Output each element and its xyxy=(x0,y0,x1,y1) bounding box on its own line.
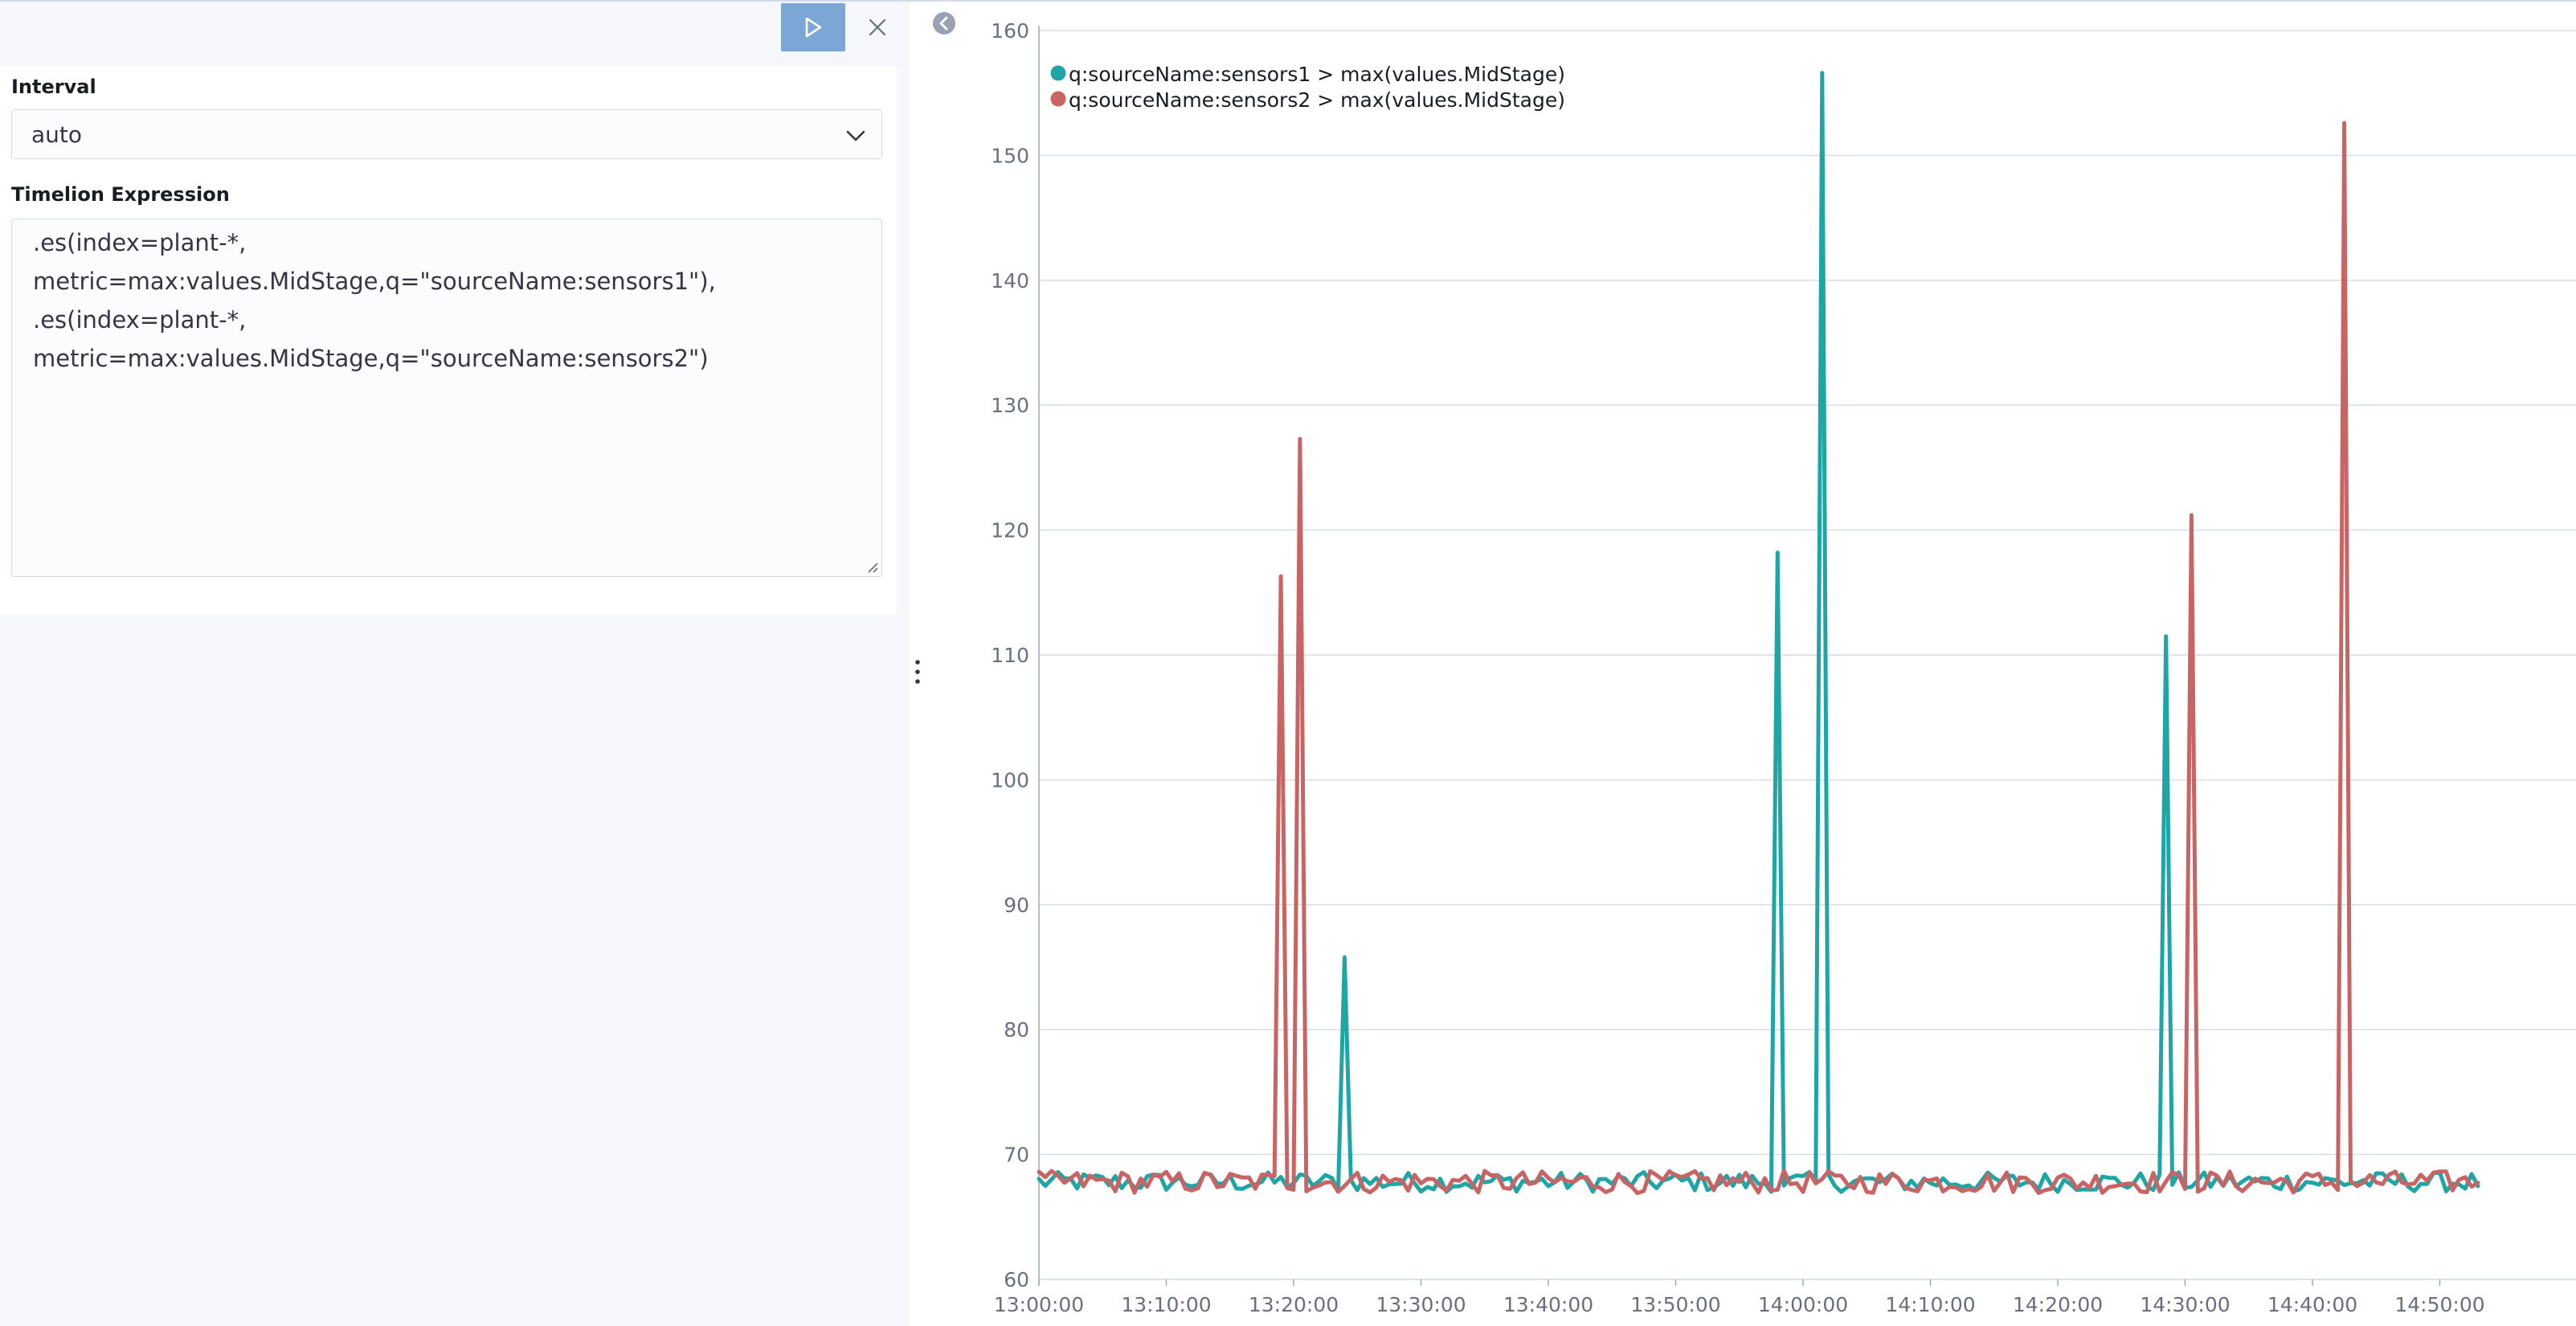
drag-handle-icon[interactable] xyxy=(913,657,922,686)
y-tick-label: 150 xyxy=(991,144,1029,167)
x-tick-label: 14:10:00 xyxy=(1885,1293,1975,1316)
arrow-left-circle-icon[interactable] xyxy=(932,11,956,35)
y-tick-label: 130 xyxy=(991,394,1029,417)
interval-value: auto xyxy=(31,121,83,148)
expression-line: .es(index=plant-*, xyxy=(33,229,247,256)
interval-label: Interval xyxy=(11,76,96,98)
expression-line: metric=max:values.MidStage,q="sourceName… xyxy=(33,345,709,372)
legend-label: q:sourceName:sensors2 > max(values.MidSt… xyxy=(1069,88,1565,112)
expression-editor-panel: Interval auto Timelion Expression .es(in… xyxy=(0,2,910,1326)
expression-line: metric=max:values.MidStage,q="sourceName… xyxy=(33,268,716,295)
series-line-2 xyxy=(1037,121,2480,1196)
editor-form: Interval auto Timelion Expression .es(in… xyxy=(0,66,897,614)
x-tick-label: 13:00:00 xyxy=(994,1293,1084,1316)
y-tick-label: 120 xyxy=(991,519,1029,542)
x-tick-label: 13:20:00 xyxy=(1249,1293,1339,1316)
legend-swatch xyxy=(1050,65,1066,81)
interval-select[interactable]: auto xyxy=(11,109,882,159)
x-tick-label: 13:10:00 xyxy=(1121,1293,1211,1316)
x-tick-label: 14:00:00 xyxy=(1758,1293,1848,1316)
x-tick-label: 13:40:00 xyxy=(1503,1293,1593,1316)
editor-toolbar xyxy=(0,2,897,64)
run-button[interactable] xyxy=(781,3,845,51)
series xyxy=(1037,71,2480,1196)
x-tick-label: 14:30:00 xyxy=(2140,1293,2230,1316)
legend-item[interactable]: q:sourceName:sensors1 > max(values.MidSt… xyxy=(1050,63,1565,86)
expression-line: .es(index=plant-*, xyxy=(33,306,247,334)
x-tick-label: 13:30:00 xyxy=(1376,1293,1466,1316)
top-border xyxy=(0,0,2576,2)
y-tick-label: 140 xyxy=(991,269,1029,293)
x-tick-label: 14:50:00 xyxy=(2394,1293,2484,1316)
gridlines xyxy=(1039,30,2576,1280)
y-tick-label: 100 xyxy=(991,768,1029,792)
legend-label: q:sourceName:sensors1 > max(values.MidSt… xyxy=(1069,63,1565,86)
chevron-down-icon xyxy=(846,130,865,141)
expression-label: Timelion Expression xyxy=(11,183,230,206)
series-line-1 xyxy=(1037,71,2480,1194)
x-tick-label: 13:50:00 xyxy=(1630,1293,1720,1316)
expression-textarea[interactable]: .es(index=plant-*, metric=max:values.Mid… xyxy=(11,219,882,577)
y-tick-label: 80 xyxy=(1004,1018,1029,1042)
x-tick-label: 14:20:00 xyxy=(2013,1293,2103,1316)
play-icon xyxy=(805,17,822,38)
legend-item[interactable]: q:sourceName:sensors2 > max(values.MidSt… xyxy=(1050,88,1565,112)
y-tick-label: 160 xyxy=(991,19,1029,43)
close-button[interactable] xyxy=(861,10,893,45)
close-icon xyxy=(869,18,886,36)
x-tick-label: 14:40:00 xyxy=(2267,1293,2357,1316)
y-tick-label: 60 xyxy=(1004,1268,1029,1291)
resize-grip-icon[interactable] xyxy=(865,560,878,573)
legend-swatch xyxy=(1050,91,1066,107)
y-tick-label: 110 xyxy=(991,644,1029,667)
y-tick-label: 90 xyxy=(1004,894,1029,917)
legend[interactable]: q:sourceName:sensors1 > max(values.MidSt… xyxy=(1050,63,1565,112)
y-tick-label: 70 xyxy=(1004,1144,1029,1167)
